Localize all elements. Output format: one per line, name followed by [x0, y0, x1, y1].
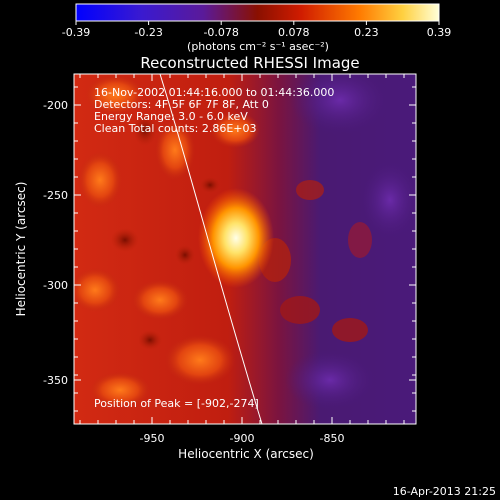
y-tick-label: -250: [43, 189, 68, 202]
image-red-blob: [348, 222, 372, 258]
timestamp: 16-Apr-2013 21:25: [393, 485, 496, 498]
image-red-blob: [280, 296, 320, 324]
solar-limb-line: [159, 74, 263, 424]
image-title: Reconstructed RHESSI Image: [140, 54, 359, 72]
image-dark-spot: [111, 228, 139, 252]
image-purple-blob: [360, 160, 416, 240]
image-orange-blob: [155, 120, 195, 180]
image-red-blob: [332, 318, 368, 342]
info-line-energy: Energy Range: 3.0 - 6.0 keV: [94, 110, 248, 123]
image-dark-spot: [175, 245, 195, 265]
image-dark-spot: [200, 177, 220, 193]
image-orange-blob: [85, 75, 145, 115]
colorbar-units: (photons cm⁻² s⁻¹ asec⁻²): [187, 40, 329, 53]
colorbar-ticks: [75, 21, 440, 25]
colorbar-tick-label-3: 0.078: [278, 26, 310, 39]
y-tick-label: -300: [43, 279, 68, 292]
info-line-time: 16-Nov-2002 01:44:16.000 to 01:44:36.000: [94, 86, 334, 99]
colorbar-gradient: [75, 3, 440, 22]
x-tick-label: -900: [230, 432, 255, 445]
peak-position-text: Position of Peak = [-902,-274]: [94, 397, 259, 410]
info-line-detectors: Detectors: 4F 5F 6F 7F 8F, Att 0: [94, 98, 269, 111]
image-orange-blob: [132, 280, 188, 320]
image-orange-blob: [74, 268, 120, 312]
x-axis-title: Heliocentric X (arcsec): [178, 447, 314, 461]
y-tick-label: -200: [43, 99, 68, 112]
image-dark-spot: [133, 114, 157, 146]
colorbar-tick-label-4: 0.23: [354, 26, 379, 39]
x-tick-label: -850: [320, 432, 345, 445]
colorbar: -0.39 -0.23 -0.078 0.078 0.23 0.39 (phot…: [62, 3, 452, 53]
axis-ticks: [74, 74, 416, 424]
image-dark-spot: [138, 330, 162, 350]
image-purple-blob: [290, 74, 390, 135]
colorbar-tick-label-5: 0.39: [427, 26, 452, 39]
colorbar-tick-label-1: -0.23: [134, 26, 162, 39]
image-orange-blob: [78, 152, 122, 208]
image-red-blob: [296, 180, 324, 200]
y-tick-label: -350: [43, 374, 68, 387]
info-line-clean: Clean Total counts: 2.86E+03: [94, 122, 257, 135]
image-purple-blob: [285, 350, 375, 410]
x-tick-label: -950: [140, 432, 165, 445]
image-orange-blob: [210, 112, 260, 148]
image-orange-blob: [165, 335, 235, 385]
colorbar-tick-label-2: -0.078: [203, 26, 238, 39]
rhessi-image: [74, 74, 416, 424]
image-peak-source: [198, 188, 274, 288]
y-axis-title: Heliocentric Y (arcsec): [14, 182, 28, 317]
image-orange-blob: [90, 372, 150, 408]
colorbar-tick-label-0: -0.39: [62, 26, 90, 39]
